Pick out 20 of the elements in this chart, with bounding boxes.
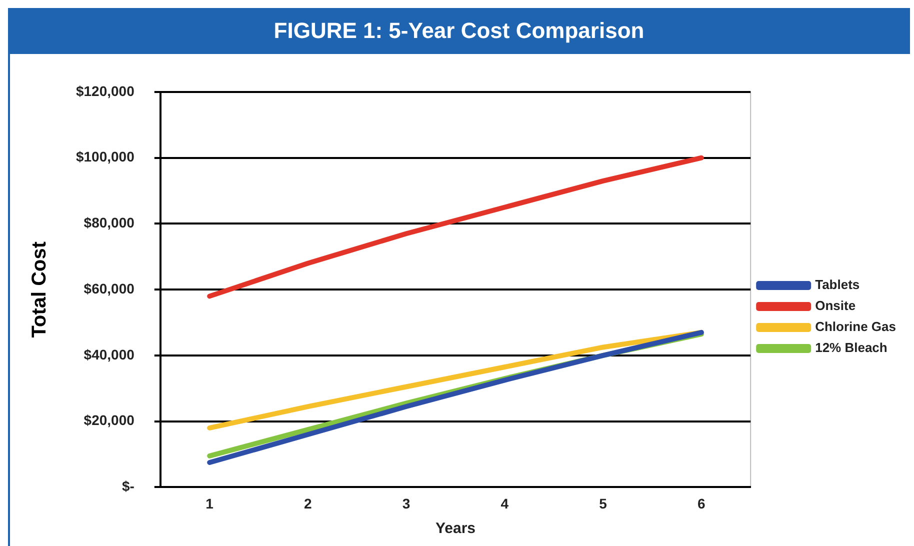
y-tick-label: $40,000 — [84, 346, 135, 362]
chart-title: FIGURE 1: 5-Year Cost Comparison — [8, 8, 910, 54]
y-tick-label: $120,000 — [76, 82, 135, 99]
legend-label: Chlorine Gas — [815, 319, 896, 334]
x-tick-label: 1 — [206, 495, 214, 512]
x-tick-label: 6 — [698, 495, 706, 512]
y-tick-label: $80,000 — [84, 214, 135, 231]
x-tick-label: 5 — [599, 495, 608, 512]
x-axis-title: Years — [435, 520, 476, 538]
y-tick-label: $100,000 — [76, 148, 135, 165]
legend-label: Onsite — [815, 298, 856, 314]
legend-label: 12% Bleach — [815, 340, 888, 356]
y-axis-title: Total Cost — [28, 241, 51, 338]
y-tick-label: $20,000 — [84, 412, 135, 428]
legend-label: Tablets — [815, 277, 860, 292]
x-tick-label: 2 — [304, 495, 312, 512]
y-tick-label: $60,000 — [84, 280, 135, 296]
x-tick-label: 3 — [402, 495, 410, 512]
x-tick-label: 4 — [500, 495, 509, 512]
y-tick-label: $- — [122, 478, 135, 494]
